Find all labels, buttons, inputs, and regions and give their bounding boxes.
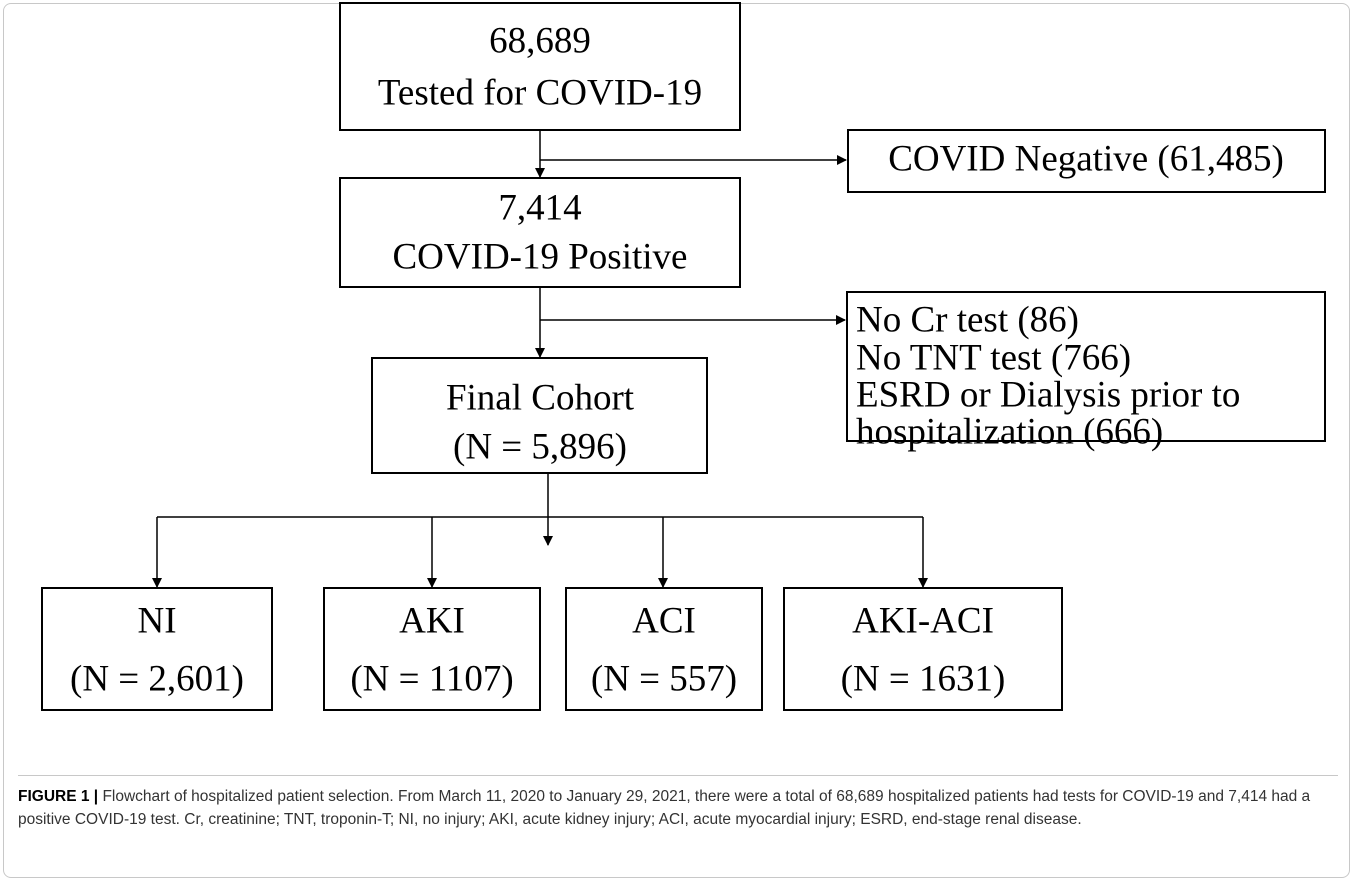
- node-text: No TNT test (766): [856, 337, 1131, 378]
- node-box: [339, 2, 741, 131]
- edges: [152, 130, 928, 588]
- node-box: [847, 129, 1326, 193]
- node-box: [783, 587, 1063, 711]
- flowchart: 68,689 Tested for COVID-19 COVID Negativ…: [41, 2, 1326, 711]
- caption: FIGURE 1 | Flowchart of hospitalized pat…: [18, 785, 1333, 831]
- node-text: COVID-19 Positive: [393, 236, 688, 277]
- node-text: Tested for COVID-19: [378, 72, 702, 113]
- nodes: 68,689 Tested for COVID-19 COVID Negativ…: [41, 2, 1326, 711]
- node-box: [41, 587, 273, 711]
- node-box: [846, 291, 1326, 442]
- node-text: Final Cohort: [446, 377, 635, 418]
- node-box: [339, 177, 741, 288]
- node-text: (N = 1631): [841, 658, 1006, 699]
- node-text: 7,414: [498, 187, 581, 228]
- node-text: No Cr test (86): [856, 299, 1079, 340]
- node-text: AKI: [399, 600, 465, 641]
- node-box: [565, 587, 763, 711]
- node-text: (N = 557): [591, 658, 737, 699]
- node-box: [323, 587, 541, 711]
- node-text: AKI-ACI: [852, 600, 994, 641]
- node-box: [371, 357, 708, 474]
- node-text: ACI: [632, 600, 696, 641]
- node-text: ESRD or Dialysis prior to: [856, 374, 1240, 415]
- node-text: NI: [137, 600, 176, 641]
- node-text: COVID Negative (61,485): [888, 138, 1284, 179]
- node-text: hospitalization (666): [856, 411, 1163, 452]
- caption-label: FIGURE 1 |: [18, 788, 99, 805]
- node-text: 68,689: [489, 20, 591, 61]
- caption-text: Flowchart of hospitalized patient select…: [18, 788, 1311, 828]
- node-text: (N = 2,601): [70, 658, 244, 699]
- separator: [18, 775, 1338, 776]
- node-text: (N = 5,896): [453, 426, 627, 467]
- node-text: (N = 1107): [350, 658, 513, 699]
